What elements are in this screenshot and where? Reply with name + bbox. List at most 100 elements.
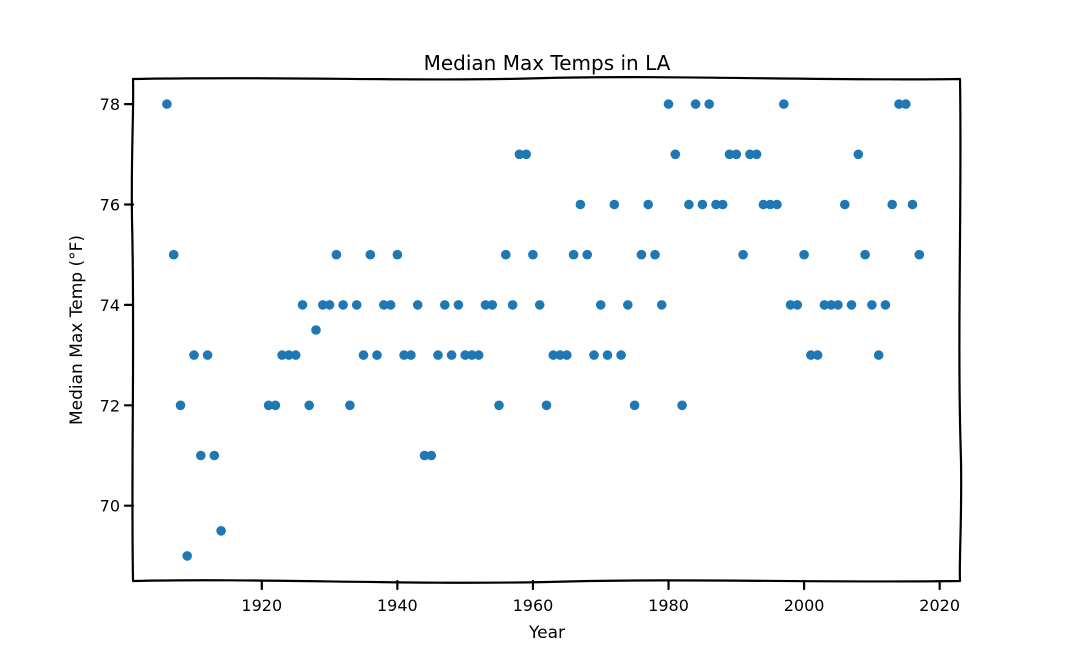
data-point-1947 [440, 300, 450, 310]
data-point-1953 [480, 300, 491, 310]
data-point-1946 [433, 350, 443, 360]
x-tick-label-1920: 1920 [241, 596, 282, 615]
x-tick-label-1940: 1940 [377, 596, 418, 615]
data-point-1907 [168, 249, 179, 260]
data-point-2009 [860, 249, 870, 260]
data-point-1921 [263, 400, 274, 411]
data-points [162, 99, 925, 561]
data-point-2003 [819, 300, 830, 310]
data-point-1914 [216, 526, 226, 536]
data-point-1928 [311, 325, 321, 335]
data-point-1986 [704, 99, 714, 109]
data-point-2017 [914, 249, 925, 260]
data-point-2000 [799, 249, 809, 260]
data-point-1981 [670, 149, 681, 160]
y-tick-label-70: 70 [100, 497, 120, 516]
data-point-1934 [351, 300, 362, 310]
data-point-1951 [467, 350, 477, 360]
data-point-1933 [345, 400, 355, 411]
data-point-1954 [487, 300, 498, 310]
data-point-1982 [677, 400, 687, 411]
data-point-1968 [582, 249, 592, 260]
data-point-1910 [189, 350, 199, 360]
data-point-1980 [663, 99, 674, 109]
data-point-1978 [650, 249, 660, 260]
data-point-1956 [501, 249, 511, 260]
data-point-1967 [575, 199, 586, 210]
data-point-1997 [779, 99, 789, 109]
plot-frame [130, 76, 963, 584]
data-point-1996 [772, 199, 782, 210]
data-point-1995 [765, 199, 775, 210]
data-point-1963 [548, 350, 559, 360]
data-point-2004 [826, 300, 836, 310]
data-point-1989 [724, 149, 735, 160]
data-point-1999 [792, 300, 803, 310]
data-point-1958 [514, 149, 525, 160]
data-point-1906 [162, 99, 172, 109]
data-point-1969 [589, 350, 599, 360]
data-point-1911 [196, 450, 206, 461]
data-point-1960 [528, 249, 538, 260]
data-point-1936 [365, 249, 376, 260]
data-point-1941 [399, 350, 409, 360]
data-point-1990 [731, 149, 742, 160]
data-point-1973 [616, 350, 626, 360]
y-axis-ticks: 70 72 74 76 78 [100, 95, 135, 516]
data-point-1926 [297, 300, 308, 310]
data-point-1949 [453, 300, 464, 310]
data-point-1991 [738, 249, 748, 260]
data-point-1927 [304, 400, 315, 411]
data-point-1948 [446, 350, 457, 360]
data-point-1931 [331, 249, 342, 260]
data-point-2012 [880, 300, 891, 310]
y-tick-label-74: 74 [100, 296, 120, 315]
data-point-2010 [867, 300, 877, 310]
data-point-1957 [507, 300, 518, 310]
data-point-2001 [806, 350, 816, 360]
data-point-1976 [636, 249, 647, 260]
data-point-2008 [853, 149, 864, 160]
data-point-1983 [684, 199, 694, 210]
data-point-1950 [460, 350, 471, 360]
data-point-1913 [209, 450, 220, 461]
data-point-1930 [324, 300, 335, 310]
data-point-1922 [270, 400, 281, 411]
data-point-1955 [494, 400, 504, 411]
data-point-1974 [623, 300, 633, 310]
x-axis-label: Year [528, 623, 565, 643]
data-point-1908 [175, 400, 186, 411]
data-point-1940 [392, 249, 403, 260]
data-point-1961 [534, 300, 545, 310]
y-axis-label: Median Max Temp (°F) [67, 235, 87, 425]
data-point-1935 [358, 350, 369, 360]
data-point-1965 [562, 350, 572, 360]
data-point-1998 [785, 300, 796, 310]
data-point-2006 [840, 199, 850, 210]
data-point-1924 [284, 350, 294, 360]
data-point-1962 [541, 400, 552, 411]
data-point-2005 [833, 300, 843, 310]
data-point-1944 [419, 450, 430, 461]
data-point-2011 [873, 350, 884, 360]
data-point-1925 [290, 350, 301, 360]
data-point-1964 [555, 350, 565, 360]
data-point-2016 [907, 199, 918, 210]
data-point-1993 [751, 149, 762, 160]
data-point-1945 [426, 450, 437, 461]
x-tick-label-2000: 2000 [784, 596, 825, 615]
data-point-1923 [277, 350, 287, 360]
data-point-2015 [901, 99, 911, 109]
data-point-1972 [609, 199, 620, 210]
data-point-1984 [690, 99, 701, 109]
data-point-1987 [711, 199, 721, 210]
data-point-1942 [406, 350, 416, 360]
data-point-1966 [568, 249, 579, 260]
data-point-1970 [595, 300, 606, 310]
data-point-1932 [338, 300, 348, 310]
data-point-1979 [656, 300, 667, 310]
data-point-1992 [745, 149, 755, 160]
y-tick-label-72: 72 [100, 396, 120, 415]
y-tick-label-76: 76 [100, 196, 120, 215]
